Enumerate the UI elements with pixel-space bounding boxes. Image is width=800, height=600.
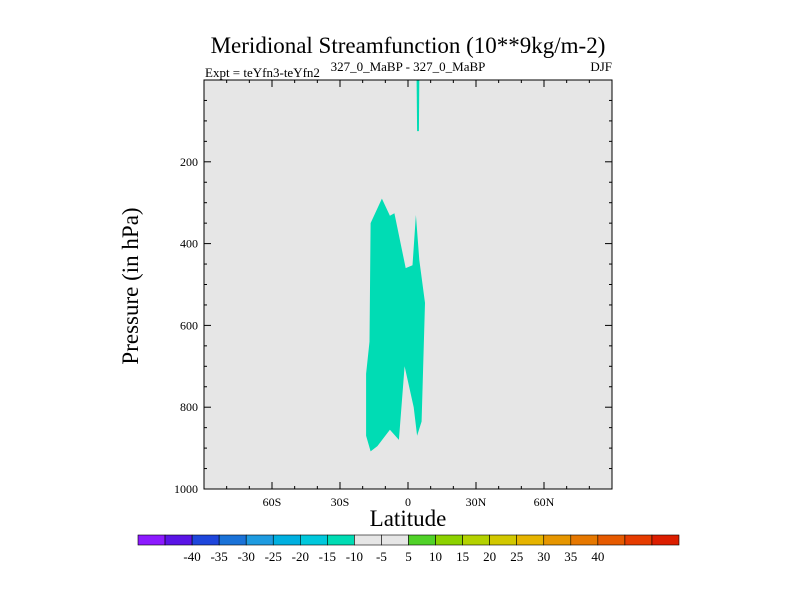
season-label: DJF [590,59,612,74]
y-axis-label: Pressure (in hPa) [118,207,143,364]
colorbar-box [354,534,382,546]
colorbar-box [624,534,653,546]
colorbar-label: 40 [591,549,604,564]
colorbar-box [543,534,572,546]
colorbar-label: 25 [510,549,523,564]
colorbar-box [408,534,436,546]
colorbar-box [381,534,409,546]
colorbar-label: 30 [537,549,550,564]
colorbar-box [218,534,247,546]
chart-title: Meridional Streamfunction (10**9kg/m-2) [211,33,606,58]
colorbar-box [597,534,626,546]
colorbar-box [191,534,220,546]
x-tick-label: 60N [534,495,555,509]
colorbar-label: 35 [564,549,577,564]
colorbar-label: -15 [319,549,336,564]
colorbar-box [327,534,355,546]
colorbar-box [245,534,274,546]
colorbar-label: 15 [456,549,469,564]
colorbar-box [651,534,680,546]
colorbar-label: 5 [405,549,412,564]
x-tick-label: 30N [466,495,487,509]
colorbar-box [516,534,545,546]
colorbar-label: -35 [210,549,227,564]
colorbar-box [164,534,193,546]
colorbar-box [137,534,166,546]
colorbar-label: 10 [429,549,442,564]
colorbar-box [489,534,517,546]
region-minus5-upper [416,80,420,132]
y-tick-label: 800 [180,400,198,414]
colorbar-box [299,534,328,546]
x-tick-label: 60S [263,495,282,509]
y-tick-label: 1000 [174,482,198,496]
x-axis-label: Latitude [370,506,447,531]
colorbar-label: -30 [238,549,255,564]
colorbar-label: -5 [376,549,387,564]
colorbar-label: -25 [265,549,282,564]
x-tick-label: 30S [331,495,350,509]
x-tick-label: 0 [405,495,411,509]
y-tick-label: 400 [180,237,198,251]
colorbar-label: -20 [292,549,309,564]
colorbar-box [435,534,463,546]
colorbar-label: 20 [483,549,496,564]
colorbar-box [462,534,490,546]
y-tick-label: 200 [180,155,198,169]
y-tick-label: 600 [180,318,198,332]
colorbar-label: -10 [346,549,363,564]
period-label: 327_0_MaBP - 327_0_MaBP [331,59,486,74]
colorbar-box [570,534,599,546]
colorbar-label: -40 [183,549,200,564]
colorbar-box [272,534,301,546]
region-minus5-lower [366,198,425,452]
experiment-label: Expt = teYfn3-teYfn2 [205,65,320,80]
